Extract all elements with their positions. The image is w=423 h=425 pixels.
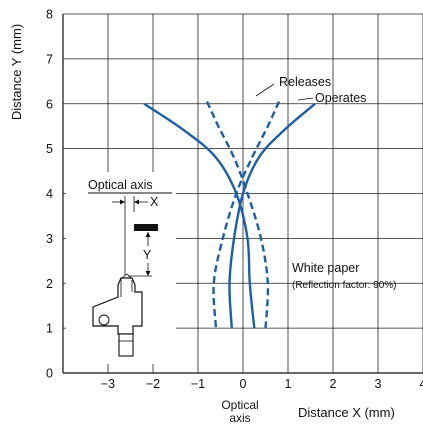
- data-series: [143, 100, 316, 329]
- x-tick-label: −2: [146, 377, 160, 391]
- y-dimension-label: Y: [143, 248, 152, 262]
- y-tick-label: 2: [46, 277, 53, 291]
- y-tick-label: 3: [46, 232, 53, 246]
- series-operates-curve-2: [228, 102, 316, 329]
- operates-leader: [297, 97, 314, 101]
- x-tick-label: 4: [420, 377, 423, 391]
- x-tick-label: −3: [101, 377, 115, 391]
- optical-axis-bottom-label-1: Optical: [221, 398, 258, 412]
- x-tick-label: −1: [191, 377, 205, 391]
- x-tick-label: 0: [240, 377, 247, 391]
- y-tick-label: 0: [46, 367, 53, 381]
- y-tick-label: 7: [46, 52, 53, 66]
- x-tick-label: 1: [285, 377, 292, 391]
- y-tick-label: 4: [46, 187, 53, 201]
- series-releases-curve-2: [212, 100, 281, 329]
- x-axis-label: Distance X (mm): [298, 405, 395, 420]
- optical-axis-bottom-label-2: axis: [229, 411, 250, 425]
- y-tick-label: 1: [46, 322, 53, 336]
- y-tick-label: 8: [46, 8, 53, 22]
- operates-label: Operates: [315, 91, 366, 105]
- optical-axis-label: Optical axis: [88, 178, 153, 192]
- axis-ticks: −3 −2 −1 0 1 2 3 4 0 1 2 3 4 5 6 7 8: [46, 8, 423, 392]
- releases-label: Releases: [279, 75, 331, 89]
- white-paper-label: White paper: [292, 261, 359, 275]
- x-tick-label: 3: [375, 377, 382, 391]
- series-releases-curve-1: [205, 100, 270, 329]
- releases-leader: [255, 83, 275, 97]
- y-tick-label: 5: [46, 142, 53, 156]
- x-tick-label: 2: [330, 377, 337, 391]
- sensor-illustration: Optical axis X Y: [66, 172, 176, 364]
- y-tick-label: 6: [46, 97, 53, 111]
- y-axis-label: Distance Y (mm): [9, 24, 24, 120]
- reflection-factor-label: (Reflection factor: 90%): [292, 280, 397, 291]
- x-dimension-label: X: [150, 195, 159, 209]
